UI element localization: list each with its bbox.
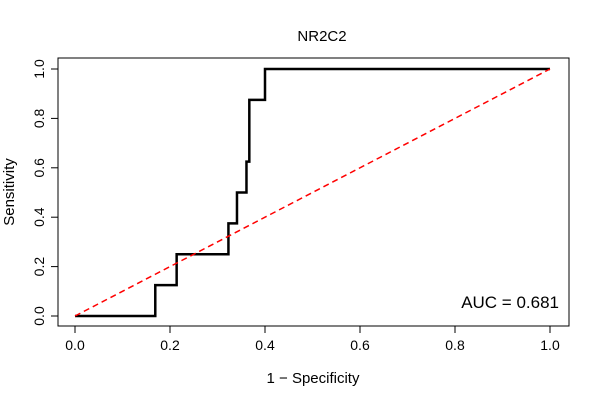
y-tick-label: 0.8 [31,108,47,128]
x-tick-label: 1.0 [540,337,560,353]
series-layer [74,67,551,318]
y-tick-label: 0.4 [31,207,47,227]
chart-title: NR2C2 [297,28,346,45]
y-axis: 0.0 0.2 0.4 0.6 0.8 1.0 [31,59,59,326]
x-tick-label: 0.8 [445,337,465,353]
roc-curve-line [75,67,550,318]
y-tick-label: 0.6 [31,158,47,178]
y-tick-label: 1.0 [31,59,47,79]
x-tick-label: 0.2 [160,337,180,353]
x-tick-label: 0.6 [350,337,370,353]
y-tick-label: 0.0 [31,306,47,326]
x-tick-label: 0.0 [65,337,85,353]
reference-diagonal-line [74,68,551,317]
auc-annotation: AUC = 0.681 [461,293,559,312]
y-axis-title: Sensitivity [1,158,18,226]
x-axis: 0.0 0.2 0.4 0.6 0.8 1.0 [65,325,560,353]
y-tick-label: 0.2 [31,257,47,277]
x-axis-title: 1 − Specificity [267,370,360,387]
x-tick-label: 0.4 [255,337,275,353]
